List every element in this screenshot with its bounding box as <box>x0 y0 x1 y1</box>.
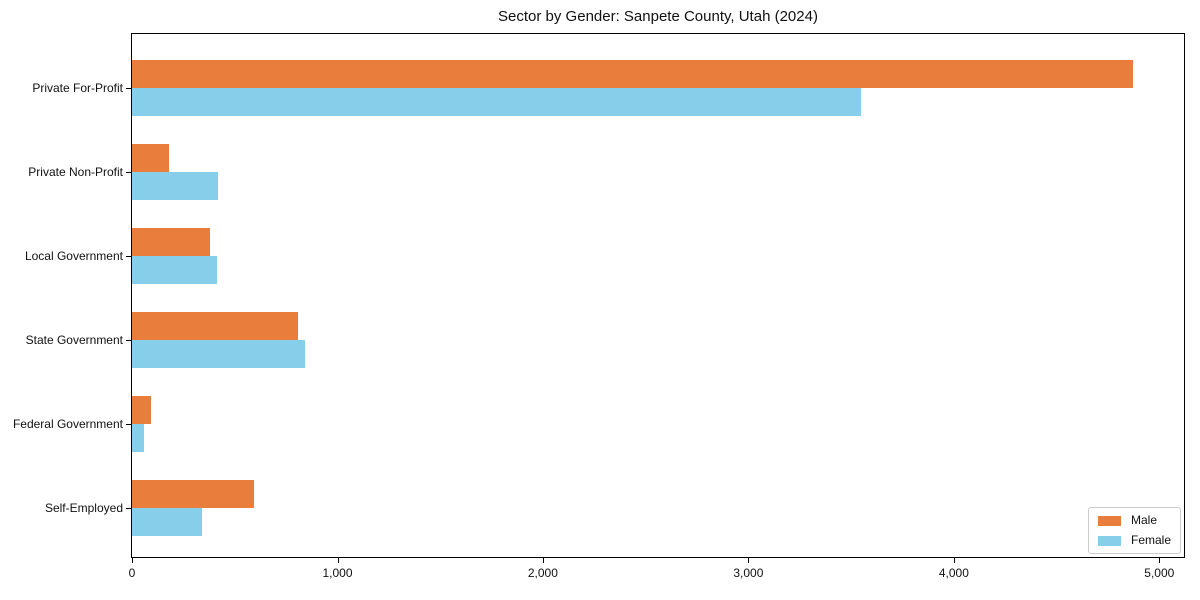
legend-row-male: Male <box>1097 513 1171 527</box>
x-tick-mark-5 <box>1159 558 1161 563</box>
bar-male-3 <box>132 312 299 340</box>
bar-male-5 <box>132 480 255 508</box>
y-tick-label-5: Self-Employed <box>44 501 123 515</box>
y-tick-mark-4 <box>126 424 131 425</box>
y-tick-mark-1 <box>126 172 131 173</box>
bar-male-0 <box>132 60 1133 88</box>
x-tick-mark-2 <box>542 558 544 563</box>
x-tick-label-1: 1,000 <box>322 566 353 580</box>
y-tick-label-2: Local Government <box>24 249 123 263</box>
y-tick-mark-3 <box>126 340 131 341</box>
y-tick-label-1: Private Non-Profit <box>28 165 123 179</box>
x-tick-mark-1 <box>337 558 339 563</box>
x-tick-label-3: 3,000 <box>733 566 764 580</box>
x-tick-label-5: 5,000 <box>1144 566 1175 580</box>
bars-layer <box>132 34 1184 557</box>
chart-title: Sector by Gender: Sanpete County, Utah (… <box>498 8 818 25</box>
x-tick-label-0: 0 <box>128 566 136 580</box>
plot-area: Male Female <box>131 33 1185 558</box>
x-tick-label-4: 4,000 <box>938 566 969 580</box>
y-tick-label-0: Private For-Profit <box>32 81 123 95</box>
legend-swatch-female-icon <box>1097 535 1121 546</box>
x-tick-label-2: 2,000 <box>527 566 558 580</box>
legend: Male Female <box>1087 507 1181 554</box>
bar-female-3 <box>132 340 305 368</box>
bar-female-5 <box>132 508 202 536</box>
legend-swatch-male-icon <box>1097 515 1121 526</box>
legend-row-female: Female <box>1097 533 1171 547</box>
bar-female-1 <box>132 172 219 200</box>
y-tick-mark-5 <box>126 508 131 509</box>
y-tick-label-4: Federal Government <box>12 417 123 431</box>
y-tick-mark-0 <box>126 88 131 89</box>
bar-female-4 <box>132 424 145 452</box>
y-axis-labels: Private For-Profit Private Non-Profit Loca… <box>0 34 123 557</box>
legend-label-male: Male <box>1130 513 1157 527</box>
legend-label-female: Female <box>1130 533 1171 547</box>
x-tick-mark-0 <box>132 558 133 563</box>
bar-male-2 <box>132 228 211 256</box>
bar-male-4 <box>132 396 151 424</box>
bar-female-2 <box>132 256 218 284</box>
bar-male-1 <box>132 144 169 172</box>
bar-female-0 <box>132 88 862 116</box>
x-tick-mark-4 <box>953 558 955 563</box>
y-tick-label-3: State Government <box>25 333 123 347</box>
y-tick-mark-2 <box>126 256 131 257</box>
x-tick-mark-3 <box>748 558 750 563</box>
